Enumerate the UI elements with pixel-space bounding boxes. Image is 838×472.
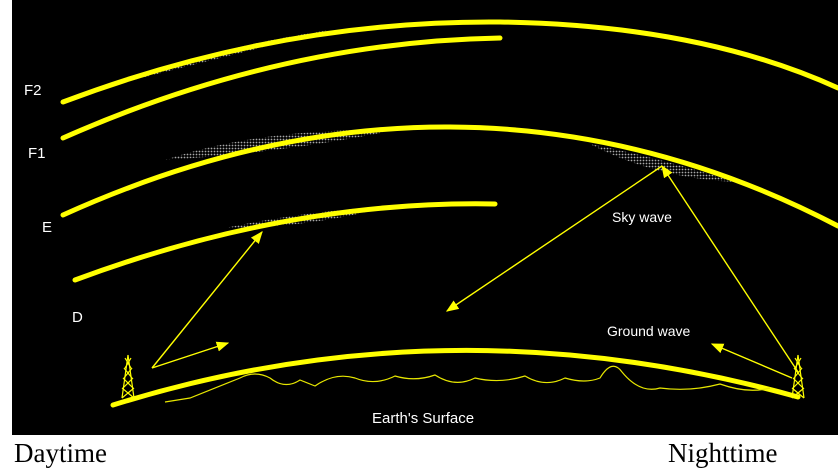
- layer-label-e: E: [42, 219, 52, 236]
- night-ground-wave-ray: [710, 343, 793, 379]
- day-sky-wave-ray: [151, 231, 263, 369]
- layer-label-d: D: [72, 309, 83, 326]
- day-ground-wave-ray: [151, 341, 230, 369]
- daytime-caption: Daytime: [14, 438, 107, 468]
- nighttime-caption: Nighttime: [668, 438, 778, 468]
- terrain-outline: [164, 365, 771, 403]
- radio-tower-icon: [121, 354, 135, 399]
- e-layer-arc: [72, 201, 498, 283]
- f1-layer-arc: [60, 124, 838, 229]
- radio-tower-icon: [791, 354, 805, 399]
- diagram-background: [12, 0, 838, 435]
- night-sky-wave-down-ray: [445, 165, 663, 312]
- f1-night-ionized-region: [590, 144, 735, 182]
- earth-surface-label: Earth's Surface: [372, 410, 474, 427]
- earth-surface-arc: [110, 347, 801, 408]
- ionosphere-diagram: F2 F1 E D Sky wave Ground wave Earth's S…: [12, 0, 838, 435]
- night-sky-wave-up-ray: [661, 164, 799, 373]
- sky-wave-label: Sky wave: [612, 209, 672, 225]
- f2-layer-arc-lower: [60, 35, 503, 141]
- ground-wave-label: Ground wave: [607, 323, 690, 339]
- layer-label-f2: F2: [24, 82, 42, 99]
- f2-layer-arc-upper: [60, 19, 838, 105]
- layer-label-f1: F1: [28, 145, 46, 162]
